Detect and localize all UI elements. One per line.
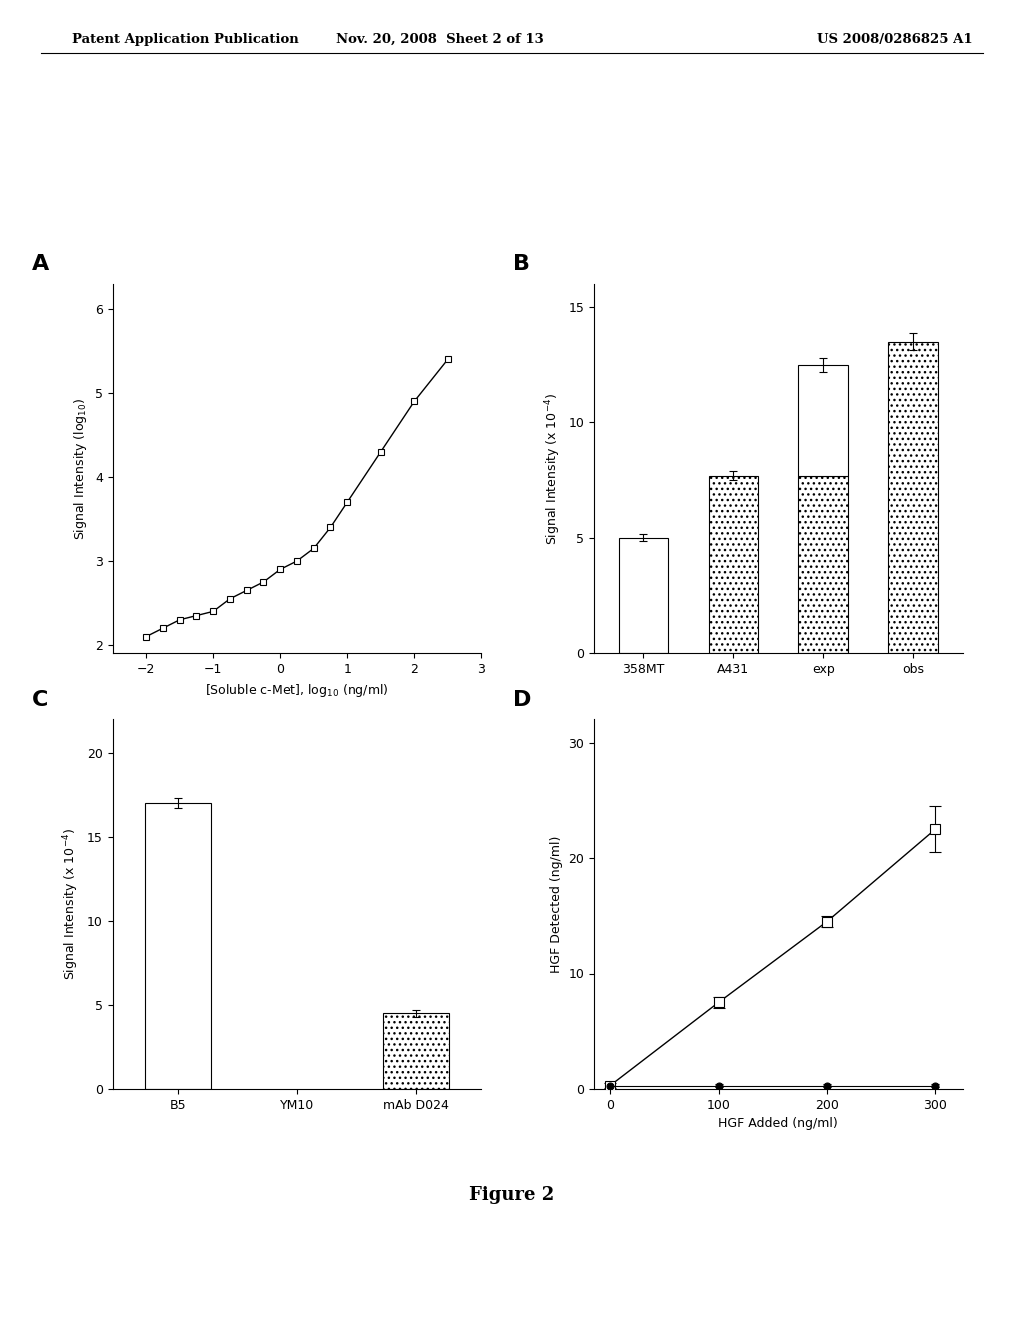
Y-axis label: HGF Detected (ng/ml): HGF Detected (ng/ml) [550,836,563,973]
Bar [383,1014,449,1089]
Text: Figure 2: Figure 2 [469,1185,555,1204]
Bar [618,539,668,653]
Text: Patent Application Publication: Patent Application Publication [72,33,298,46]
Bar [799,364,848,475]
Y-axis label: Signal Intensity (log$_{10}$): Signal Intensity (log$_{10}$) [73,397,89,540]
Y-axis label: Signal Intensity (x 10$^{-4}$): Signal Intensity (x 10$^{-4}$) [61,828,82,981]
Text: A: A [32,255,49,275]
Bar [709,475,758,653]
X-axis label: [Soluble c-Met], log$_{10}$ (ng/ml): [Soluble c-Met], log$_{10}$ (ng/ml) [205,681,389,698]
Text: US 2008/0286825 A1: US 2008/0286825 A1 [817,33,973,46]
Text: Nov. 20, 2008  Sheet 2 of 13: Nov. 20, 2008 Sheet 2 of 13 [337,33,544,46]
Bar [799,475,848,653]
Text: C: C [32,690,48,710]
Y-axis label: Signal Intensity (x 10$^{-4}$): Signal Intensity (x 10$^{-4}$) [543,392,563,545]
Bar [889,342,938,653]
Bar [145,804,211,1089]
X-axis label: HGF Added (ng/ml): HGF Added (ng/ml) [719,1117,838,1130]
Text: B: B [513,255,529,275]
Text: D: D [513,690,531,710]
